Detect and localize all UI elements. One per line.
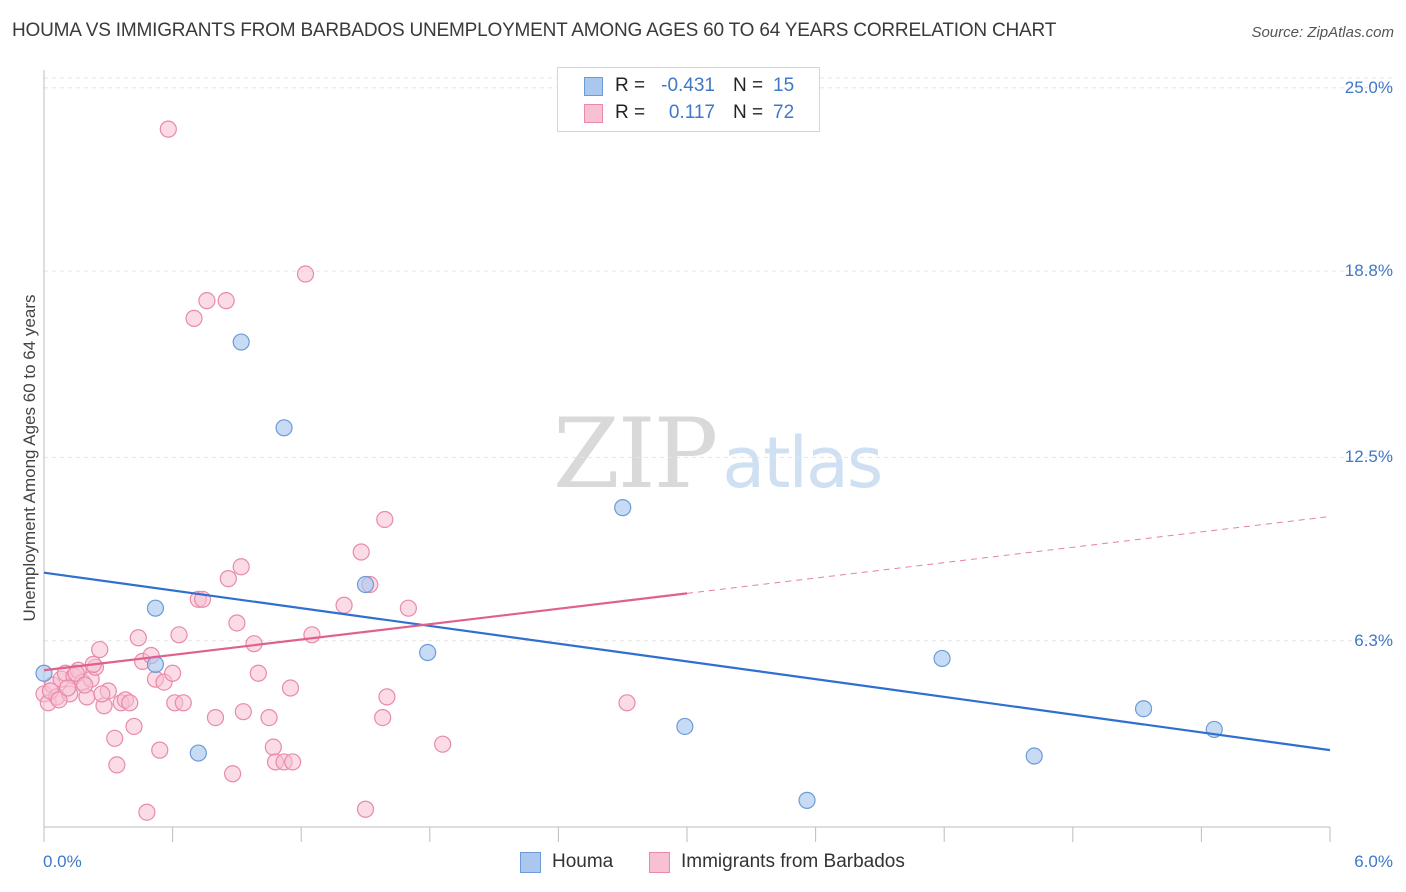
barbados-point: [434, 735, 452, 753]
x-tick-min: 0.0%: [43, 852, 82, 871]
houma-trend-line: [43, 571, 1331, 752]
barbados-point: [50, 691, 68, 709]
bottom-legend-barbados: Immigrants from Barbados: [649, 851, 905, 873]
barbados-trend-extension: [686, 516, 1331, 594]
barbados-point: [129, 629, 147, 647]
barbados-point: [335, 596, 353, 614]
source-credit: Source: ZipAtlas.com: [1251, 24, 1394, 41]
barbados-points: [35, 120, 636, 821]
barbados-point: [281, 679, 300, 697]
barbados-point: [76, 676, 94, 694]
barbados-point: [356, 800, 375, 818]
barbados-point: [217, 292, 235, 310]
watermark-atlas: atlas: [722, 422, 883, 504]
houma-point: [35, 664, 53, 682]
x-tick-max: 6.0%: [1354, 852, 1393, 871]
houma-point: [275, 419, 293, 437]
houma-point: [146, 599, 165, 617]
y-tick-label: 12.5%: [1344, 447, 1393, 467]
houma-point: [356, 575, 375, 594]
barbados-point: [185, 309, 203, 327]
barbados-point: [376, 510, 394, 529]
watermark-zip: ZIP: [553, 398, 718, 510]
barbados-point: [264, 738, 282, 756]
bottom-legend-houma: Houma: [520, 851, 613, 873]
trend-lines: [43, 516, 1331, 752]
barbados-point: [174, 694, 192, 712]
barbados-point: [618, 694, 636, 712]
barbados-point: [219, 570, 237, 588]
houma-point: [146, 655, 165, 673]
watermark: ZIPatlas: [553, 398, 883, 510]
barbados-point: [228, 614, 246, 632]
barbados-point: [303, 626, 321, 644]
barbados-r-label: R =: [615, 102, 646, 123]
houma-point: [676, 717, 694, 736]
barbados-point: [249, 664, 267, 682]
barbados-point: [224, 765, 242, 783]
barbados-point: [159, 120, 177, 138]
houma-r-value: -0.431: [661, 75, 715, 96]
barbados-r-value: 0.117: [668, 102, 715, 123]
houma-point: [419, 643, 437, 662]
barbados-legend-label: Immigrants from Barbados: [681, 851, 905, 872]
barbados-point: [352, 543, 370, 561]
barbados-point: [91, 640, 109, 659]
barbados-point: [151, 741, 169, 759]
houma-legend-label: Houma: [552, 851, 614, 872]
barbados-point: [374, 708, 392, 727]
barbados-point: [296, 265, 315, 283]
barbados-swatch: [584, 103, 603, 123]
barbados-n-value: 72: [773, 102, 795, 123]
barbados-point: [198, 292, 216, 310]
houma-legend-swatch: [520, 851, 541, 873]
barbados-point: [232, 558, 250, 576]
houma-point: [232, 333, 250, 351]
y-tick-label: 25.0%: [1344, 77, 1393, 97]
legend-row-barbados: R = 0.117 N = 72: [584, 100, 794, 126]
gridlines: [44, 77, 1394, 642]
chart-title: HOUMA VS IMMIGRANTS FROM BARBADOS UNEMPL…: [12, 20, 1057, 41]
barbados-point: [234, 703, 252, 721]
houma-n-label: N =: [733, 75, 764, 96]
barbados-point: [170, 626, 188, 644]
houma-point: [1134, 700, 1153, 718]
barbados-point: [378, 688, 396, 706]
houma-point: [189, 744, 207, 762]
legend-row-houma: R = -0.431 N = 15: [584, 73, 794, 99]
barbados-point: [260, 708, 278, 727]
barbados-point: [138, 803, 156, 821]
barbados-n-label: N =: [733, 102, 764, 123]
barbados-point: [121, 694, 139, 712]
barbados-point: [93, 685, 111, 703]
y-axis-label: Unemployment Among Ages 60 to 64 years: [20, 294, 39, 622]
houma-r-label: R =: [615, 75, 646, 96]
houma-n-value: 15: [773, 75, 795, 96]
barbados-point: [125, 717, 143, 736]
barbados-trend-line: [43, 592, 688, 672]
barbados-point: [67, 664, 85, 682]
barbados-point: [106, 729, 124, 747]
houma-point: [933, 649, 951, 668]
barbados-point: [399, 599, 417, 617]
houma-point: [614, 499, 632, 517]
barbados-point: [284, 753, 302, 771]
houma-swatch: [584, 76, 603, 96]
barbados-legend-swatch: [649, 851, 670, 873]
barbados-point: [108, 756, 126, 774]
houma-point: [798, 791, 816, 809]
barbados-point: [58, 679, 77, 697]
y-tick-label: 6.3%: [1354, 630, 1393, 650]
legend: R = -0.431 N = 15 R = 0.117 N = 72: [557, 67, 820, 132]
houma-points: [35, 333, 1223, 809]
barbados-point: [206, 708, 225, 727]
barbados-point: [164, 664, 182, 682]
y-tick-label: 18.8%: [1344, 261, 1393, 281]
houma-point: [1025, 747, 1043, 765]
